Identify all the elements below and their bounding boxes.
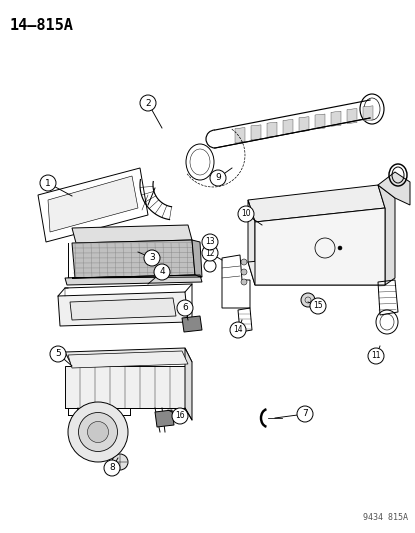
Circle shape — [338, 246, 342, 250]
Circle shape — [301, 293, 315, 307]
Polygon shape — [299, 117, 309, 132]
Polygon shape — [65, 348, 192, 366]
Polygon shape — [248, 200, 255, 285]
Polygon shape — [267, 122, 277, 137]
Text: 8: 8 — [109, 464, 115, 472]
Text: 9434 815A: 9434 815A — [363, 513, 408, 522]
Circle shape — [368, 348, 384, 364]
Circle shape — [210, 170, 226, 186]
Text: 3: 3 — [149, 254, 155, 262]
Text: 1: 1 — [45, 179, 51, 188]
Circle shape — [230, 322, 246, 338]
Circle shape — [40, 175, 56, 191]
Circle shape — [154, 264, 170, 280]
Circle shape — [78, 413, 117, 451]
Text: 16: 16 — [175, 411, 185, 421]
Text: 2: 2 — [145, 99, 151, 108]
Polygon shape — [283, 119, 293, 134]
Text: 7: 7 — [302, 409, 308, 418]
Polygon shape — [68, 351, 188, 368]
Circle shape — [144, 250, 160, 266]
Text: 12: 12 — [205, 248, 215, 257]
Polygon shape — [378, 172, 410, 205]
Polygon shape — [65, 275, 202, 285]
Text: 11: 11 — [371, 351, 381, 360]
Polygon shape — [185, 348, 192, 420]
Circle shape — [172, 408, 188, 424]
Circle shape — [140, 95, 156, 111]
Polygon shape — [347, 109, 357, 124]
Circle shape — [88, 422, 108, 442]
Text: 13: 13 — [205, 238, 215, 246]
Polygon shape — [70, 298, 176, 320]
Polygon shape — [72, 240, 195, 278]
Circle shape — [112, 454, 128, 470]
Circle shape — [297, 406, 313, 422]
Polygon shape — [255, 208, 385, 285]
Polygon shape — [248, 185, 385, 222]
Polygon shape — [378, 185, 395, 285]
Text: 6: 6 — [182, 303, 188, 312]
Circle shape — [177, 300, 193, 316]
Text: 10: 10 — [241, 209, 251, 219]
Text: 14–815A: 14–815A — [10, 18, 74, 33]
Text: 15: 15 — [313, 302, 323, 311]
Polygon shape — [72, 225, 192, 243]
Polygon shape — [235, 127, 245, 143]
Circle shape — [104, 460, 120, 476]
Polygon shape — [192, 240, 202, 277]
Circle shape — [202, 245, 218, 261]
Polygon shape — [155, 410, 174, 427]
Circle shape — [202, 234, 218, 250]
Circle shape — [310, 298, 326, 314]
Polygon shape — [48, 176, 138, 232]
Text: 14: 14 — [233, 326, 243, 335]
Circle shape — [68, 402, 128, 462]
Polygon shape — [65, 366, 185, 408]
Polygon shape — [315, 114, 325, 129]
Polygon shape — [251, 125, 261, 140]
Polygon shape — [58, 292, 188, 326]
Circle shape — [241, 279, 247, 285]
Polygon shape — [182, 316, 202, 332]
Circle shape — [50, 346, 66, 362]
Text: 4: 4 — [159, 268, 165, 277]
Circle shape — [238, 206, 254, 222]
Text: 5: 5 — [55, 350, 61, 359]
Circle shape — [241, 259, 247, 265]
Polygon shape — [363, 106, 373, 121]
Text: 9: 9 — [215, 174, 221, 182]
Polygon shape — [248, 250, 385, 285]
Circle shape — [241, 269, 247, 275]
Polygon shape — [331, 111, 341, 126]
